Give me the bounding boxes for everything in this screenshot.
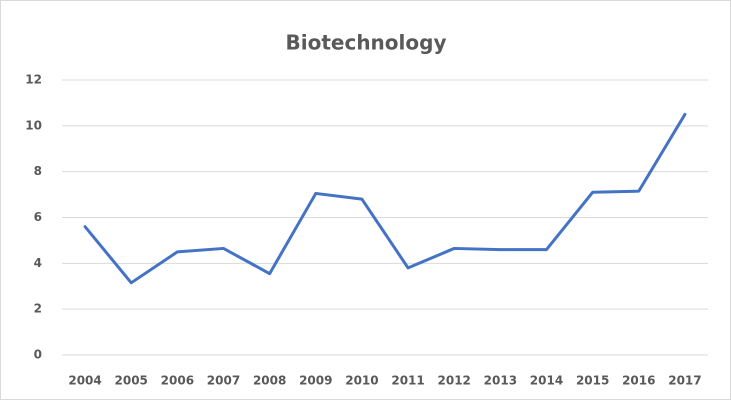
y-tick-label: 0 bbox=[34, 348, 42, 362]
x-tick-label: 2011 bbox=[391, 374, 424, 388]
x-tick-label: 2009 bbox=[299, 374, 332, 388]
data-line bbox=[83, 112, 687, 285]
chart-title: Biotechnology bbox=[286, 31, 447, 55]
x-tick-label: 2008 bbox=[253, 374, 286, 388]
x-tick-label: 2012 bbox=[438, 374, 471, 388]
x-tick-label: 2013 bbox=[484, 374, 517, 388]
x-tick-label: 2006 bbox=[161, 374, 194, 388]
y-tick-label: 4 bbox=[34, 256, 42, 270]
x-tick-label: 2005 bbox=[115, 374, 148, 388]
y-tick-label: 8 bbox=[34, 164, 42, 178]
x-tick-label: 2017 bbox=[668, 374, 701, 388]
x-tick-label: 2015 bbox=[576, 374, 609, 388]
x-tick-label: 2010 bbox=[345, 374, 378, 388]
x-tick-label: 2014 bbox=[530, 374, 563, 388]
x-tick-label: 2004 bbox=[68, 374, 101, 388]
y-tick-label: 10 bbox=[25, 118, 42, 132]
x-tick-label: 2007 bbox=[207, 374, 240, 388]
x-tick-label: 2016 bbox=[622, 374, 655, 388]
y-tick-label: 12 bbox=[25, 73, 42, 87]
y-tick-label: 6 bbox=[34, 210, 42, 224]
y-tick-label: 2 bbox=[34, 302, 42, 316]
